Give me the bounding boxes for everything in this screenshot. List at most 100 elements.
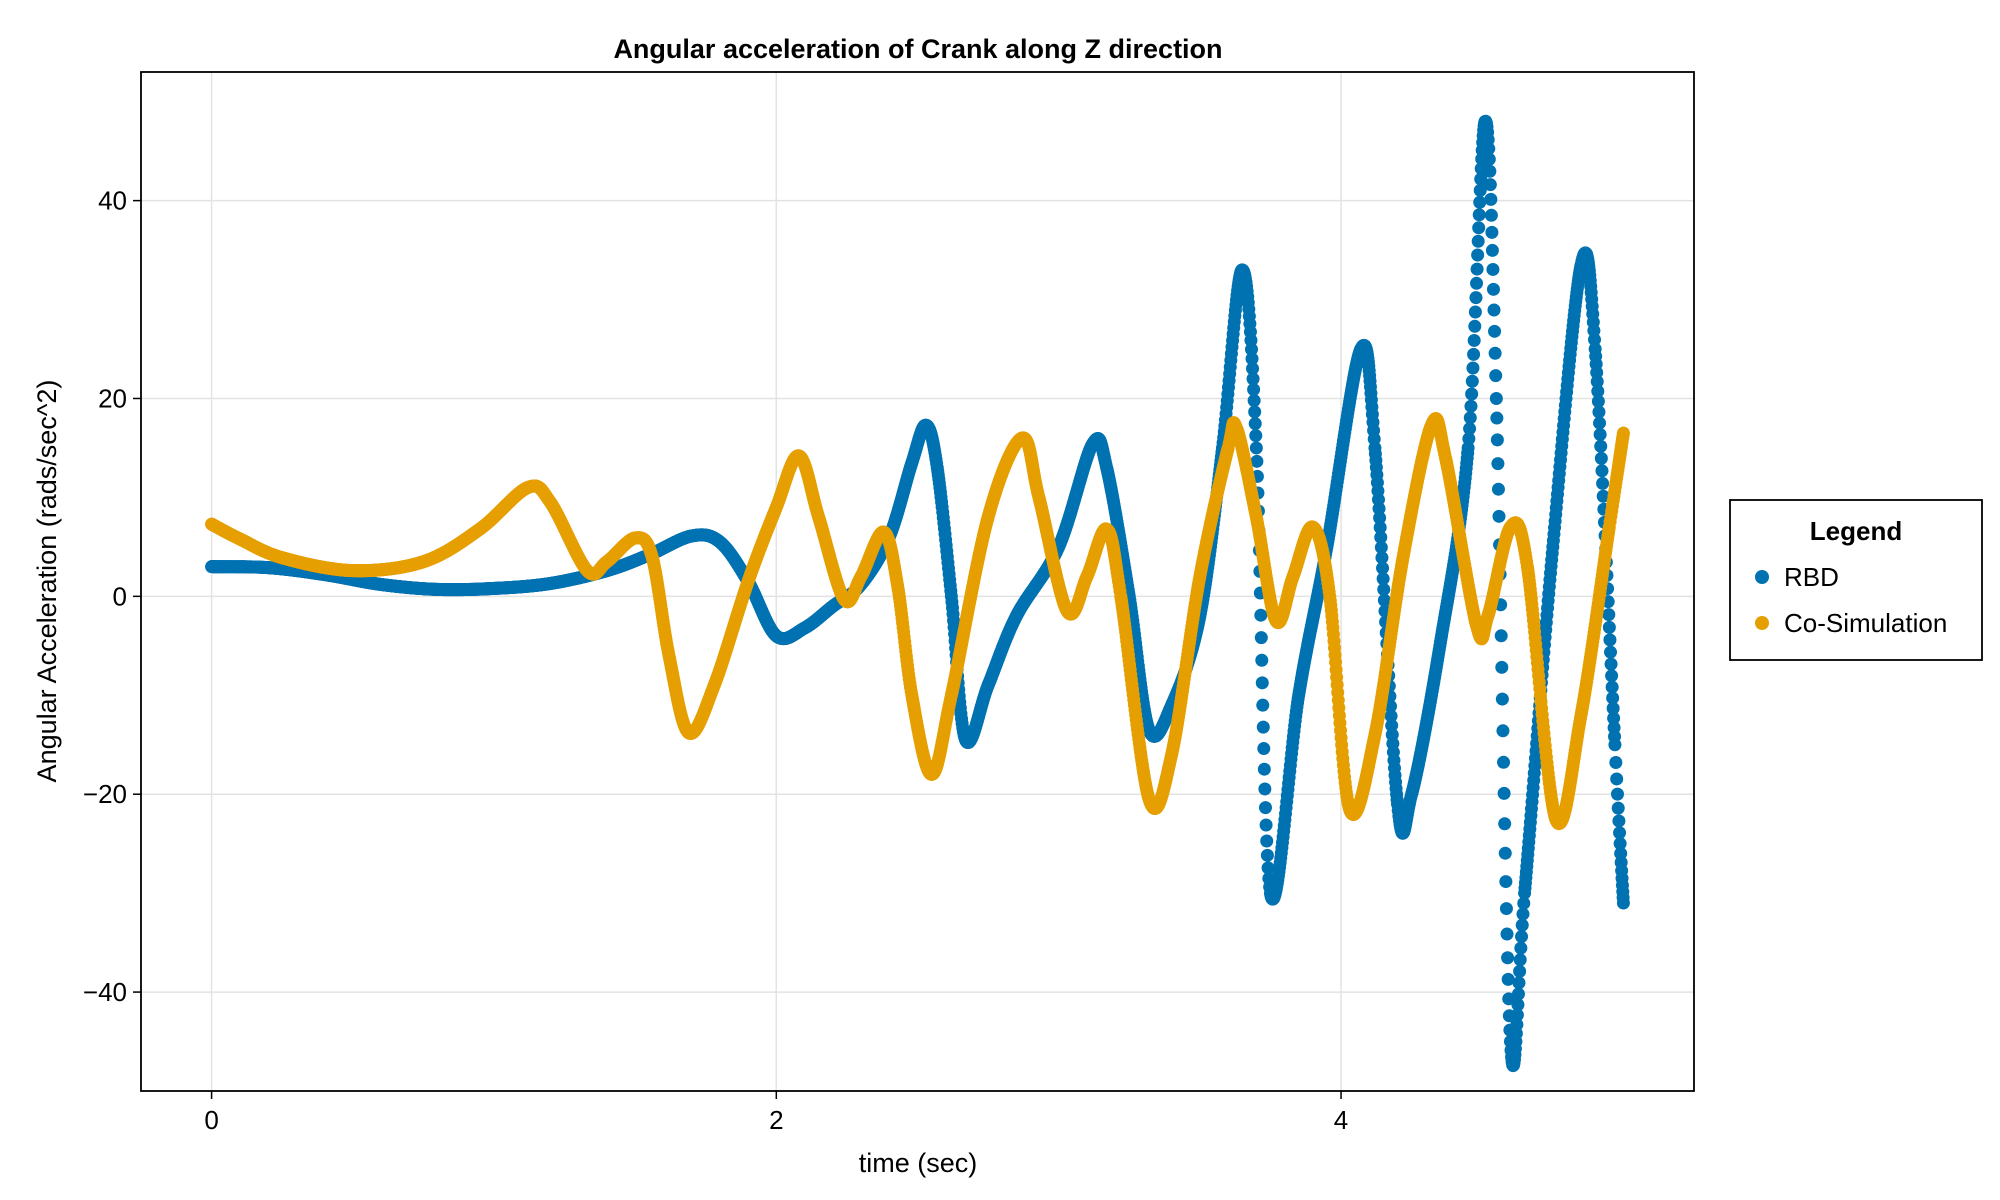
series-0-point <box>1473 195 1487 209</box>
series-0-point <box>1245 352 1259 366</box>
series-0-point <box>1596 476 1610 490</box>
series-0-point <box>1484 192 1498 206</box>
series-0-point <box>1485 225 1499 239</box>
series-0-point <box>1497 755 1511 769</box>
series-0-point <box>1462 432 1476 446</box>
series-0-point <box>1254 608 1268 622</box>
series-0-point <box>1588 333 1602 347</box>
series-0-point <box>1258 782 1272 796</box>
series-0-point <box>1464 399 1478 413</box>
series-0-point <box>1613 837 1627 851</box>
series-0-point <box>1483 178 1497 192</box>
series-0-point <box>1254 631 1268 645</box>
series-0-point <box>1612 814 1626 828</box>
series-0-point <box>1512 976 1526 990</box>
series-0-point <box>1374 530 1388 544</box>
series-0-point <box>1498 846 1512 860</box>
series-0-point <box>1605 680 1619 694</box>
series-0-point <box>1471 248 1485 262</box>
series-0-point <box>1616 896 1630 910</box>
series-0-point <box>1469 291 1483 305</box>
series-0-point <box>1591 384 1605 398</box>
series-0-point <box>1373 511 1387 525</box>
series-0-point <box>1603 633 1617 647</box>
series-0-point <box>1257 742 1271 756</box>
series-0-point <box>1246 372 1260 386</box>
series-0-point <box>1611 801 1625 815</box>
series-0-point <box>1377 593 1391 607</box>
series-0-point <box>1517 896 1531 910</box>
series-0-point <box>1596 489 1610 503</box>
series-0-point <box>1608 738 1622 752</box>
series-0-point <box>1484 208 1498 222</box>
series-0-point <box>1593 416 1607 430</box>
series-0-point <box>1496 724 1510 738</box>
series-0-point <box>1606 691 1620 705</box>
series-0-point <box>1511 998 1525 1012</box>
series-0-point <box>1590 375 1604 389</box>
series-0-point <box>1373 520 1387 534</box>
series-0-point <box>1498 817 1512 831</box>
series-0-point <box>1472 221 1486 235</box>
series-0-point <box>1510 1008 1524 1022</box>
series-0-point <box>1248 417 1262 431</box>
series-0-point <box>1258 801 1272 815</box>
series-0-point <box>1604 657 1618 671</box>
series-0-point <box>1256 720 1270 734</box>
series-0-point <box>1250 454 1264 468</box>
series-0-point <box>1257 762 1271 776</box>
series-0-point <box>1463 422 1477 436</box>
series-0-point <box>1486 282 1500 296</box>
series-0-point <box>1511 987 1525 1001</box>
chart-title: Angular acceleration of Crank along Z di… <box>613 34 1222 64</box>
series-0-point <box>1255 676 1269 690</box>
series-0-point <box>1490 433 1504 447</box>
series-0-point <box>1482 142 1496 156</box>
series-0-point <box>1249 441 1263 455</box>
series-0-point <box>1510 1018 1524 1032</box>
series-0-point <box>1376 561 1390 575</box>
series-0-point <box>1490 411 1504 425</box>
series-0-point <box>1607 711 1621 725</box>
series-0-point <box>1486 262 1500 276</box>
series-0-point <box>1376 572 1390 586</box>
series-0-point <box>1471 234 1485 248</box>
series-0-point <box>1247 383 1261 397</box>
series-0-point <box>1489 391 1503 405</box>
series-0-point <box>1246 362 1260 376</box>
series-0-point <box>1513 964 1527 978</box>
series-0-point <box>1592 405 1606 419</box>
series-0-point <box>1247 394 1261 408</box>
series-0-point <box>1514 941 1528 955</box>
series-0-point <box>1372 502 1386 516</box>
series-0-point <box>1468 319 1482 333</box>
series-0-point <box>1501 972 1515 986</box>
series-0-point <box>1466 361 1480 375</box>
series-0-point <box>1244 342 1258 356</box>
series-0-point <box>1259 818 1273 832</box>
series-0-point <box>1604 645 1618 659</box>
series-0-point <box>1491 457 1505 471</box>
series-0-point <box>1468 305 1482 319</box>
series-0-point <box>1474 172 1488 186</box>
series-0-point <box>1495 660 1509 674</box>
series-0-point <box>1377 582 1391 596</box>
series-0-point <box>1492 509 1506 523</box>
series-1 <box>205 412 1630 831</box>
series-0-point <box>1610 787 1624 801</box>
series-0-point <box>1497 786 1511 800</box>
series-0-point <box>1463 411 1477 425</box>
series-0-point <box>1613 826 1627 840</box>
series-0-point <box>1485 243 1499 257</box>
series-0-point <box>1374 540 1388 554</box>
series-0-point <box>1487 303 1501 317</box>
series-0-point <box>1488 346 1502 360</box>
series-0-point <box>1260 834 1274 848</box>
series-0-point <box>1515 918 1529 932</box>
series-0-point <box>1261 861 1275 875</box>
series-0-point <box>1489 369 1503 383</box>
series-0-point <box>1602 620 1616 634</box>
series-0-point <box>1249 429 1263 443</box>
